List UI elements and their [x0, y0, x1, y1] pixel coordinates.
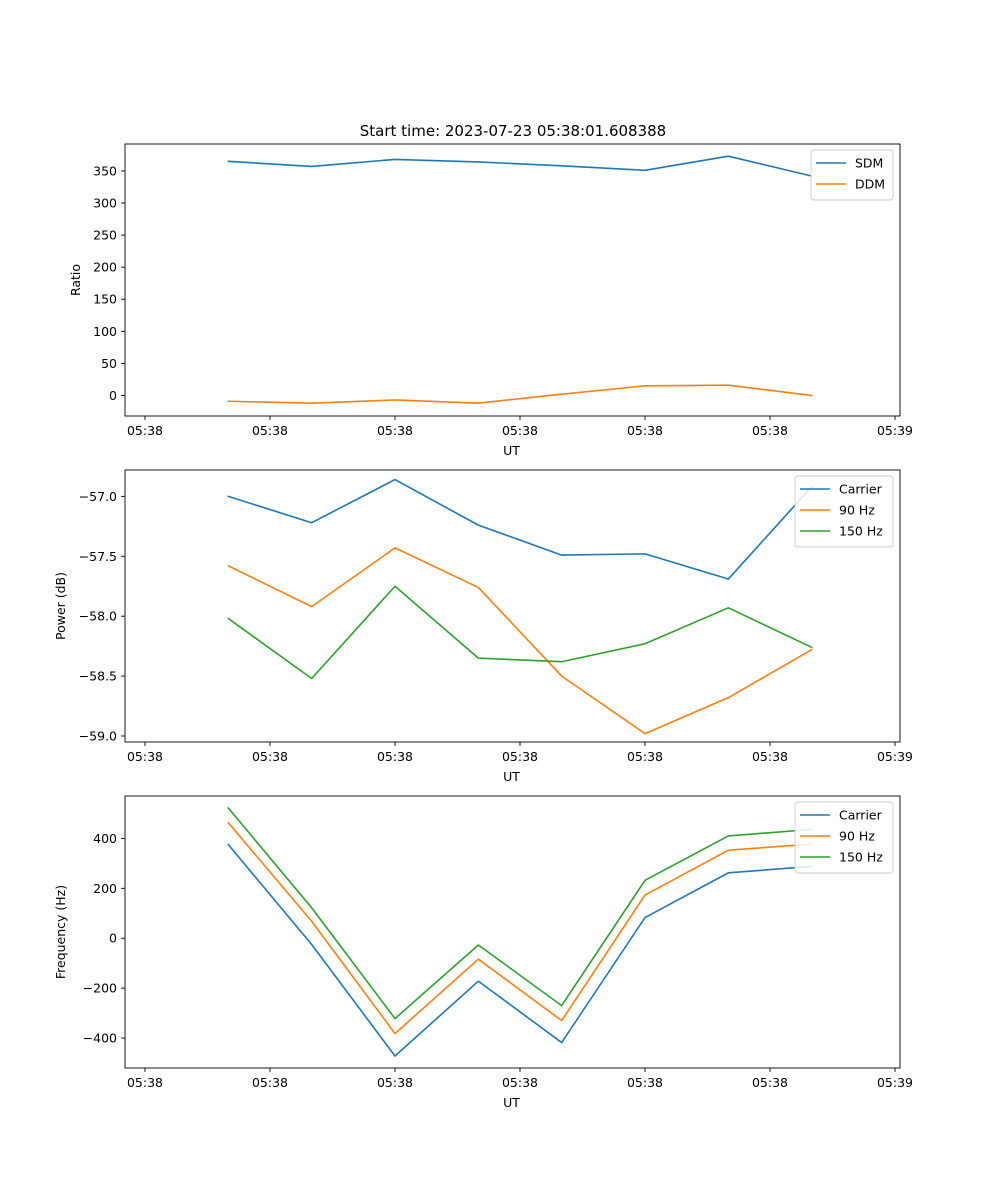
legend-box	[794, 475, 894, 548]
x-tick-label: 05:38	[377, 1075, 413, 1090]
series-line-150-hz	[227, 585, 813, 680]
y-axis-label: Power (dB)	[53, 572, 68, 640]
x-tick-label: 05:38	[127, 749, 163, 764]
legend-box	[794, 801, 894, 874]
x-tick-label: 05:39	[877, 749, 913, 764]
legend-label: SDM	[855, 156, 883, 171]
legend-label: 90 Hz	[839, 829, 875, 844]
legend-label: 90 Hz	[839, 503, 875, 518]
plot-area	[227, 478, 813, 735]
y-tick-label: 250	[93, 228, 117, 243]
x-tick-label: 05:38	[127, 1075, 163, 1090]
chart-panel-2: 05:38 05:38 05:38 05:38 05:38 05:38 05:39 −59.0…	[53, 469, 913, 784]
y-tick-label: −57.0	[79, 489, 117, 504]
plot-area	[227, 806, 813, 1057]
legend: SDM DDM	[810, 149, 894, 201]
y-tick-label: 100	[93, 324, 117, 339]
y-tick-label: 0	[109, 388, 117, 403]
y-tick-label: 150	[93, 292, 117, 307]
x-tick-label: 05:39	[877, 1075, 913, 1090]
x-tick-label: 05:38	[377, 749, 413, 764]
series-line-carrier	[227, 843, 813, 1057]
x-tick-label: 05:38	[627, 749, 663, 764]
series-line-carrier	[227, 478, 813, 580]
x-tick-label: 05:38	[127, 423, 163, 438]
x-tick-label: 05:38	[252, 749, 288, 764]
y-tick-label: −59.0	[79, 729, 117, 744]
x-axis-label: UT	[503, 769, 520, 784]
legend-label: 150 Hz	[839, 524, 883, 539]
x-tick-label: 05:38	[502, 1075, 538, 1090]
series-line-150-hz	[227, 806, 813, 1020]
y-tick-label: −58.5	[79, 669, 117, 684]
legend-label: 150 Hz	[839, 850, 883, 865]
y-tick-label: 200	[93, 260, 117, 275]
y-tick-label: −400	[83, 1031, 117, 1046]
x-tick-label: 05:38	[627, 423, 663, 438]
subplots: 05:38 05:38 05:38 05:38 05:38 05:38 05:39 0 50 10…	[53, 143, 913, 1110]
y-tick-label: 0	[109, 931, 117, 946]
x-tick-label: 05:38	[502, 423, 538, 438]
axes-frame	[124, 795, 901, 1069]
plot-area	[227, 155, 813, 404]
y-tick-label: −57.5	[79, 549, 117, 564]
legend-label: DDM	[855, 177, 885, 192]
legend-label: Carrier	[839, 808, 883, 823]
x-tick-label: 05:38	[377, 423, 413, 438]
x-tick-label: 05:38	[627, 1075, 663, 1090]
legend: Carrier 90 Hz 150 Hz	[794, 475, 894, 548]
y-tick-label: 300	[93, 196, 117, 211]
figure-title: Start time: 2023-07-23 05:38:01.608388	[360, 122, 666, 140]
y-tick-label: −200	[83, 981, 117, 996]
chart-panel-1: 05:38 05:38 05:38 05:38 05:38 05:38 05:39 0 50 10…	[68, 143, 913, 458]
y-axis-label: Ratio	[68, 264, 83, 296]
axes-frame	[124, 469, 901, 743]
axes-frame	[124, 143, 901, 417]
y-tick-label: −58.0	[79, 609, 117, 624]
legend-label: Carrier	[839, 482, 883, 497]
y-tick-label: 400	[93, 831, 117, 846]
x-axis-label: UT	[503, 1095, 520, 1110]
chart-panel-3: 05:38 05:38 05:38 05:38 05:38 05:38 05:39 −400 −…	[53, 795, 913, 1110]
y-tick-label: 350	[93, 163, 117, 178]
x-tick-label: 05:38	[252, 1075, 288, 1090]
y-tick-label: 200	[93, 881, 117, 896]
x-tick-label: 05:38	[752, 749, 788, 764]
series-line-90-hz	[227, 821, 813, 1035]
x-tick-label: 05:38	[502, 749, 538, 764]
x-tick-label: 05:39	[877, 423, 913, 438]
y-axis-label: Frequency (Hz)	[53, 885, 68, 979]
x-tick-label: 05:38	[252, 423, 288, 438]
x-tick-label: 05:38	[752, 423, 788, 438]
series-line-ddm	[227, 384, 813, 404]
x-axis-label: UT	[503, 443, 520, 458]
series-line-sdm	[227, 155, 813, 178]
legend: Carrier 90 Hz 150 Hz	[794, 801, 894, 874]
x-tick-label: 05:38	[752, 1075, 788, 1090]
y-tick-label: 50	[101, 356, 117, 371]
series-line-90-hz	[227, 547, 813, 735]
